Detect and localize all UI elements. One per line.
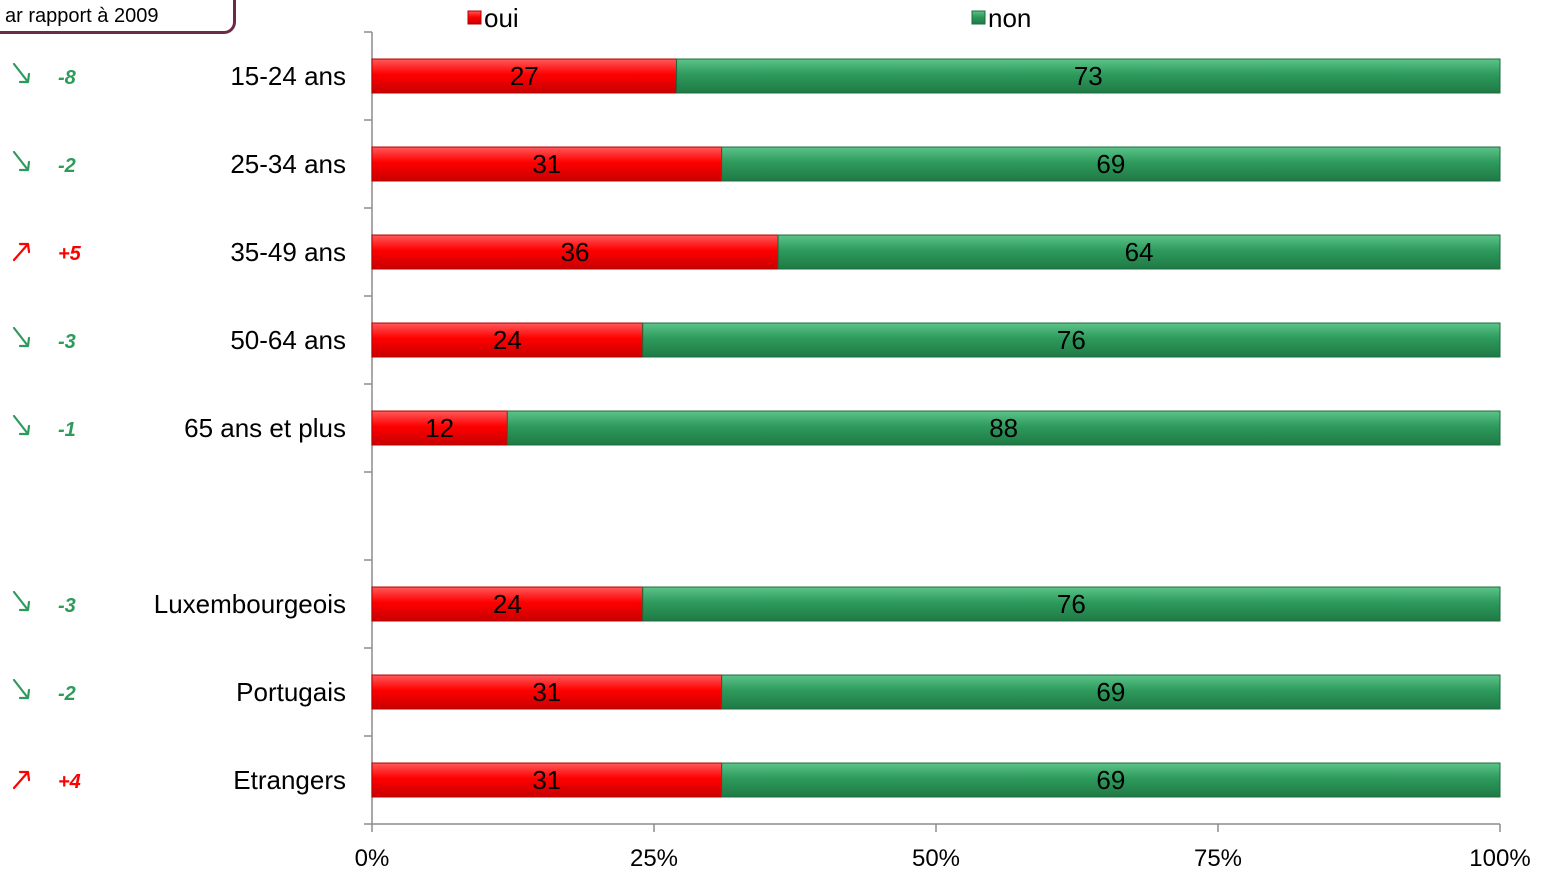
change-value: -3: [58, 331, 76, 353]
change-value: +4: [58, 771, 81, 793]
arrow-up-icon: [12, 770, 31, 790]
data-label: 36: [561, 237, 590, 267]
note-box: ar rapport à 2009: [0, 0, 236, 34]
bar-oui: [371, 586, 644, 622]
data-label: 12: [425, 413, 454, 443]
bar-non: [721, 146, 1501, 182]
bars: 27 73 31 69 36 64 24 76 12 88 24 76 31 69 31 69: [371, 58, 1501, 798]
bar-non: [721, 762, 1501, 798]
change-value: -8: [58, 67, 77, 89]
legend-swatch-non: [971, 10, 986, 25]
category-label: Etrangers: [233, 765, 346, 795]
bar-non: [721, 674, 1501, 710]
data-label: 27: [510, 61, 539, 91]
data-label: 69: [1096, 149, 1125, 179]
change-indicator: -2: [12, 150, 76, 177]
arrow-down-icon: [12, 150, 31, 172]
category-label: 15-24 ans: [230, 61, 346, 91]
legend: oui non: [467, 3, 1031, 33]
data-label: 24: [493, 325, 522, 355]
x-tick-label: 75%: [1194, 845, 1242, 871]
change-value: +5: [58, 243, 82, 265]
bar-non: [642, 322, 1501, 358]
arrow-down-icon: [12, 590, 31, 612]
bar-non: [676, 58, 1501, 94]
data-label: 73: [1074, 61, 1103, 91]
axes: 0% 25% 50% 75% 100%: [355, 31, 1531, 871]
data-label: 31: [532, 677, 561, 707]
change-value: -2: [58, 683, 76, 705]
change-value: -1: [58, 419, 76, 441]
note-text: ar rapport à 2009: [5, 5, 159, 27]
bar-non: [506, 410, 1501, 446]
legend-swatch-oui: [467, 10, 482, 25]
arrow-down-icon: [12, 62, 31, 84]
data-label: 69: [1096, 765, 1125, 795]
change-value: -3: [58, 595, 76, 617]
x-tick-label: 100%: [1469, 845, 1530, 871]
change-value: -2: [58, 155, 76, 177]
data-label: 31: [532, 765, 561, 795]
legend-label-oui: oui: [484, 3, 519, 33]
bar-non: [642, 586, 1501, 622]
x-tick-label: 25%: [630, 845, 678, 871]
bar-non: [777, 234, 1501, 270]
change-indicator: -3: [12, 590, 76, 617]
change-indicator: +5: [12, 242, 82, 265]
legend-label-non: non: [988, 3, 1031, 33]
arrow-down-icon: [12, 326, 31, 348]
change-indicator: +4: [12, 770, 81, 793]
x-tick-label: 50%: [912, 845, 960, 871]
bar-oui: [371, 762, 723, 798]
bar-oui: [371, 58, 678, 94]
category-label: 25-34 ans: [230, 149, 346, 179]
bar-oui: [371, 322, 644, 358]
category-label: 65 ans et plus: [184, 413, 346, 443]
change-indicator: -8: [12, 62, 77, 89]
data-label: 64: [1125, 237, 1154, 267]
change-indicator: -2: [12, 678, 76, 705]
arrow-down-icon: [12, 414, 31, 436]
arrow-up-icon: [12, 242, 31, 262]
data-label: 76: [1057, 589, 1086, 619]
change-indicators: -8 -2 +5 -3 -1 -3 -2 +4: [12, 62, 82, 793]
category-labels: 15-24 ans 25-34 ans 35-49 ans 50-64 ans 65 a…: [154, 61, 346, 795]
data-label: 69: [1096, 677, 1125, 707]
x-tick-label: 0%: [355, 845, 390, 871]
data-label: 31: [532, 149, 561, 179]
change-indicator: -1: [12, 414, 76, 441]
change-indicator: -3: [12, 326, 76, 353]
data-label: 88: [989, 413, 1018, 443]
category-label: 35-49 ans: [230, 237, 346, 267]
data-label: 76: [1057, 325, 1086, 355]
bar-oui: [371, 234, 779, 270]
arrow-down-icon: [12, 678, 31, 700]
data-label: 24: [493, 589, 522, 619]
bar-oui: [371, 146, 723, 182]
category-label: Luxembourgeois: [154, 589, 346, 619]
category-label: Portugais: [236, 677, 346, 707]
category-label: 50-64 ans: [230, 325, 346, 355]
